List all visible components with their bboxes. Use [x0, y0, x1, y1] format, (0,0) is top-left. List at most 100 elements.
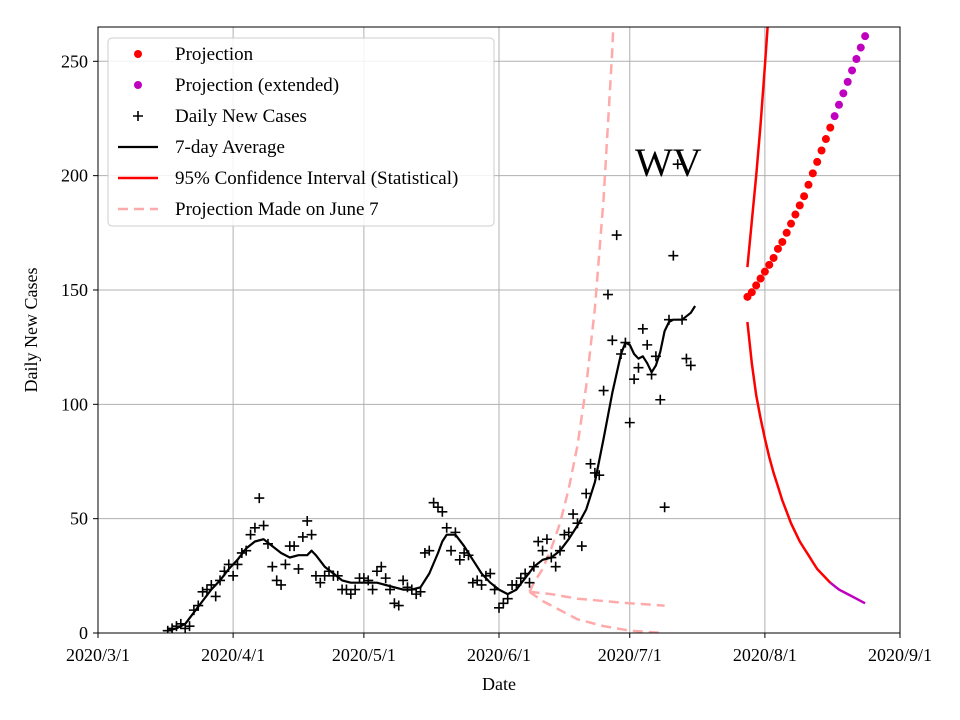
daily-case-point [581, 488, 592, 499]
x-tick-label: 2020/9/1 [868, 645, 932, 665]
y-tick-label: 150 [61, 280, 88, 300]
daily-case-point [289, 541, 300, 552]
legend-label: 7-day Average [175, 137, 285, 158]
projection-extended-point [861, 32, 870, 41]
legend-item-projection_ext: Projection (extended) [134, 75, 339, 96]
legend-label: Daily New Cases [175, 106, 307, 127]
projection-point [791, 210, 800, 219]
daily-case-point [681, 353, 692, 364]
legend-label: Projection [175, 44, 254, 65]
axis-ticks: 2020/3/1 2020/4/1 2020/5/1 2020/6/1 2020/7/1… [61, 51, 932, 665]
june7-projection-upper [528, 27, 615, 593]
projection-point [747, 288, 756, 297]
daily-case-point [642, 339, 653, 350]
daily-case-point [485, 568, 496, 579]
daily-case-point [306, 529, 317, 540]
daily-case-point [376, 561, 387, 572]
daily-case-point [472, 575, 483, 586]
daily-case-point [271, 575, 282, 586]
ci-upper-line [746, 27, 769, 268]
daily-case-point [655, 394, 666, 405]
y-axis-label: Daily New Cases [21, 268, 41, 393]
projection-extended-point [856, 43, 865, 52]
daily-case-point [467, 577, 478, 588]
daily-case-point [302, 515, 313, 526]
projection-extended-point [843, 77, 852, 86]
x-axis-label: Date [482, 674, 516, 694]
legend-item-projection: Projection [134, 44, 254, 65]
daily-case-point [419, 547, 430, 558]
daily-case-point [537, 545, 548, 556]
daily-case-point [568, 509, 579, 520]
daily-case-point [624, 417, 635, 428]
june7-projection-line [529, 590, 665, 607]
projection-point [773, 244, 782, 253]
daily-case-point [184, 621, 195, 632]
daily-case-point [585, 458, 596, 469]
daily-case-point [341, 584, 352, 595]
daily-case-point [524, 577, 535, 588]
state-annotation: WV [635, 140, 702, 185]
legend-label: 95% Confidence Interval (Statistical) [175, 168, 458, 189]
daily-case-point [541, 534, 552, 545]
projection-point [795, 201, 804, 210]
daily-case-point [629, 374, 640, 385]
daily-case-point [494, 602, 504, 613]
daily-case-point [668, 250, 679, 261]
projection-point [826, 123, 835, 132]
projection-point [765, 260, 774, 269]
daily-case-point [598, 385, 609, 396]
legend-item-ci: 95% Confidence Interval (Statistical) [118, 168, 458, 189]
projection-point [752, 281, 761, 290]
daily-case-point [432, 502, 443, 513]
daily-case-point [446, 545, 457, 556]
daily-case-point [415, 586, 426, 597]
projection-point [821, 135, 830, 144]
projection-point [782, 228, 791, 237]
daily-case-point [319, 570, 330, 581]
projection-extended-point [848, 66, 857, 75]
june7-projection-lower [528, 590, 665, 633]
projection-point [787, 219, 796, 228]
daily-case-point [345, 589, 356, 600]
ci-lower-extended-line [829, 581, 866, 605]
projection-extended-point [839, 89, 848, 98]
projection-point [778, 237, 787, 246]
daily-case-point [293, 563, 304, 574]
y-tick-label: 0 [79, 623, 88, 643]
y-tick-label: 100 [61, 394, 88, 414]
ci-lower-line [746, 321, 832, 584]
daily-case-point [550, 561, 561, 572]
daily-case-point [411, 589, 422, 600]
daily-case-point [258, 520, 269, 531]
projection-point [817, 146, 826, 155]
daily-case-point [197, 586, 208, 597]
y-tick-label: 50 [70, 509, 88, 529]
projection-point [756, 274, 765, 283]
daily-case-point [602, 289, 613, 300]
daily-case-point [276, 579, 287, 590]
daily-case-point [607, 335, 618, 346]
y-tick-label: 200 [61, 166, 88, 186]
legend-swatch-projection [134, 50, 142, 58]
daily-case-point [424, 545, 435, 556]
daily-case-point [267, 561, 278, 572]
daily-case-point [685, 360, 696, 371]
daily-case-point [559, 529, 570, 540]
daily-case-point [441, 522, 452, 533]
daily-case-point [589, 467, 600, 478]
projection-point [769, 253, 778, 262]
projection-extended-point [834, 100, 843, 109]
daily-case-point [210, 591, 221, 602]
projection-point [800, 192, 809, 201]
projection-extended-point [852, 55, 861, 64]
daily-case-point [358, 573, 369, 584]
y-tick-label: 250 [61, 51, 88, 71]
legend-item-old_proj: Projection Made on June 7 [118, 199, 379, 220]
legend-item-avg: 7-day Average [118, 137, 285, 158]
daily-case-point [637, 323, 648, 334]
daily-case-point [315, 577, 326, 588]
x-tick-label: 2020/6/1 [467, 645, 531, 665]
daily-case-point [502, 593, 513, 604]
